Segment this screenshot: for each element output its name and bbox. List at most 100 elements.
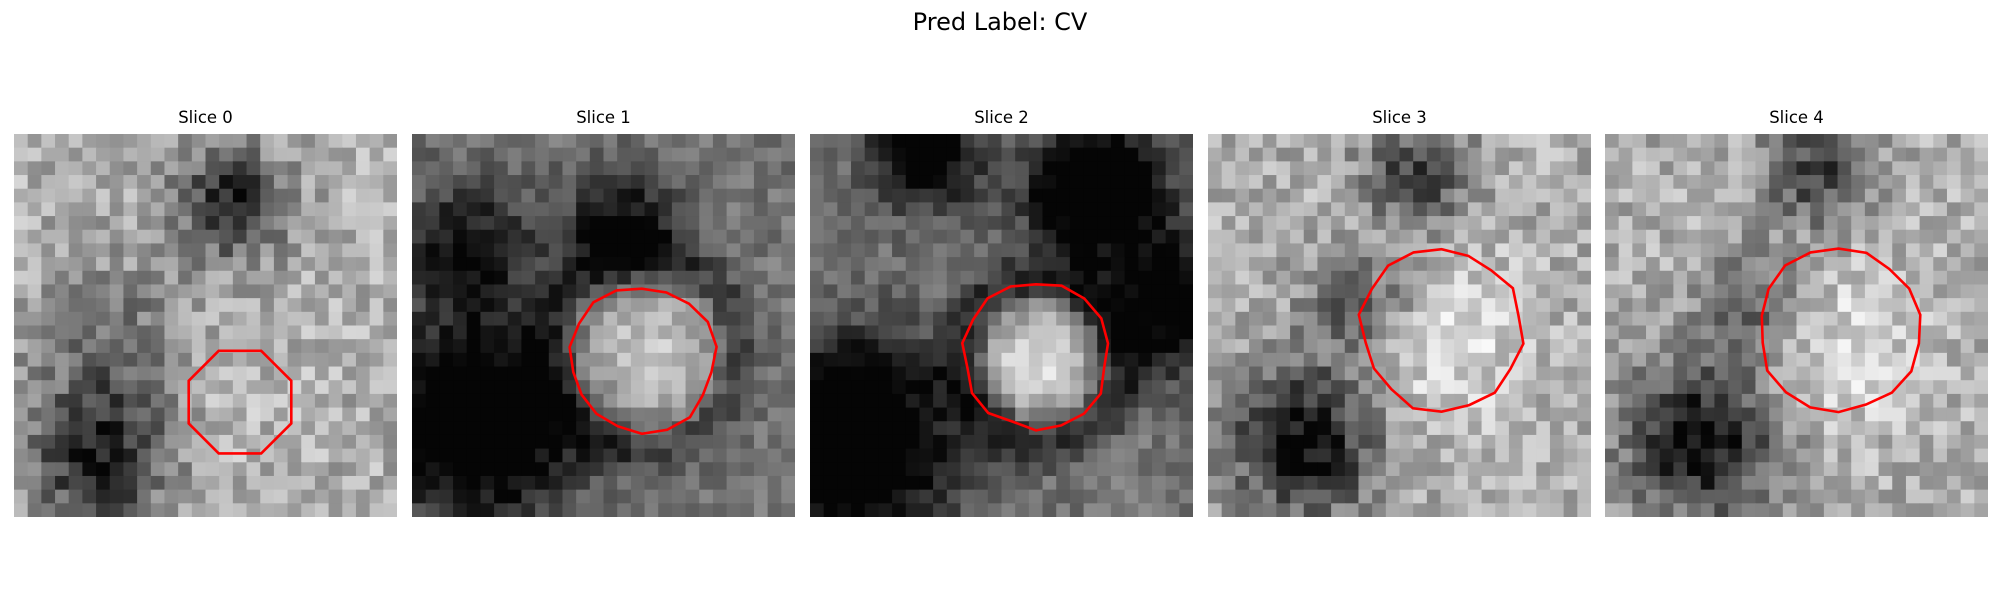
pixel [699, 448, 714, 463]
pixel [287, 462, 302, 477]
pixel [383, 339, 397, 354]
pixel [1001, 421, 1016, 436]
pixel [1262, 407, 1277, 422]
pixel [1083, 202, 1098, 217]
pixel [1577, 352, 1591, 368]
pixel [191, 257, 207, 272]
pixel [232, 393, 248, 409]
pixel [1001, 229, 1016, 245]
pixel [507, 311, 523, 327]
pixel [412, 407, 427, 422]
pixel [1481, 188, 1496, 203]
pixel [383, 243, 397, 258]
pixel [1946, 257, 1962, 272]
pixel [1372, 147, 1387, 162]
pixel [1659, 325, 1674, 340]
pixel [68, 134, 83, 149]
pixel [1426, 462, 1442, 477]
pixel [671, 366, 687, 381]
pixel [685, 380, 700, 395]
pixel [535, 147, 550, 162]
pixel [1673, 475, 1688, 491]
pixel [425, 503, 440, 517]
pixel [1782, 352, 1798, 368]
pixel [1015, 489, 1030, 504]
pixel [260, 421, 275, 436]
pixel [1892, 462, 1907, 477]
pixel [480, 339, 495, 354]
pixel [603, 489, 618, 504]
pixel [1344, 270, 1360, 286]
pixel [1481, 134, 1496, 149]
pixel [726, 393, 741, 409]
pixel [412, 202, 427, 217]
pixel [383, 366, 397, 381]
pixel [205, 257, 220, 272]
pixel [1782, 489, 1798, 504]
pixel [1083, 475, 1098, 491]
pixel [1028, 175, 1044, 190]
pixel [1015, 448, 1030, 463]
pixel [150, 339, 166, 354]
pixel [260, 311, 275, 327]
pixel [109, 229, 125, 245]
pixel [1946, 188, 1962, 203]
pixel [1179, 188, 1193, 203]
pixel [1823, 284, 1839, 299]
pixel [521, 175, 536, 190]
pixel [328, 188, 343, 203]
pixel [27, 175, 42, 190]
pixel [1508, 434, 1524, 450]
pixel [576, 229, 591, 245]
pixel [1249, 393, 1264, 409]
pixel [521, 134, 536, 149]
pixel [1179, 216, 1193, 231]
pixel [82, 243, 97, 258]
pixel [1028, 448, 1044, 463]
pixel [273, 352, 289, 368]
pixel [1454, 311, 1469, 327]
pixel [974, 270, 989, 286]
pixel [1317, 448, 1332, 463]
pixel [342, 421, 357, 436]
pixel [1151, 393, 1167, 409]
pixel [1864, 311, 1880, 327]
pixel [1728, 434, 1743, 450]
pixel [617, 462, 632, 477]
pixel [1549, 284, 1565, 299]
pixel [1810, 325, 1825, 340]
pixel [14, 161, 29, 176]
pixel [617, 489, 632, 504]
pixel [1481, 284, 1496, 299]
pixel [892, 325, 907, 340]
pixel [1878, 270, 1893, 286]
pixel [1810, 407, 1825, 422]
pixel [712, 147, 728, 162]
pixel [1782, 448, 1798, 463]
pixel [1946, 243, 1962, 258]
pixel [851, 147, 866, 162]
pixel [1303, 503, 1319, 517]
pixel [699, 352, 714, 368]
pixel [123, 216, 138, 231]
pixel [466, 270, 481, 286]
pixel [123, 229, 138, 245]
pixel [1317, 434, 1332, 450]
pixel [837, 380, 852, 395]
pixel [1249, 284, 1264, 299]
pixel [27, 421, 42, 436]
pixel [232, 475, 248, 491]
pixel [1495, 134, 1510, 149]
pixel [644, 134, 659, 149]
pixel [109, 298, 125, 313]
pixel [1165, 175, 1180, 190]
pixel [1851, 298, 1866, 313]
pixel [1276, 270, 1291, 286]
pixel [1919, 421, 1934, 436]
pixel [1905, 188, 1921, 203]
pixel [328, 161, 343, 176]
pixel [562, 407, 577, 422]
pixel [1933, 421, 1948, 436]
pixel [740, 243, 755, 258]
pixel [1536, 393, 1551, 409]
